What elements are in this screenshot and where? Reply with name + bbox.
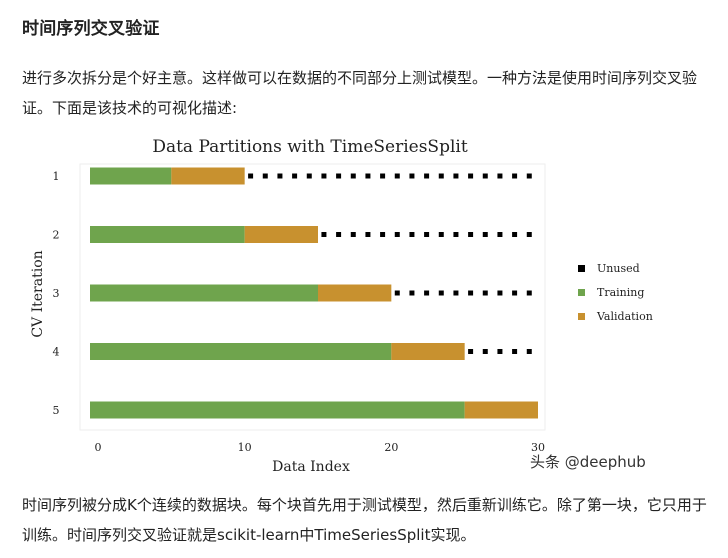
unused-marker (277, 173, 283, 179)
unused-marker (482, 173, 488, 179)
unused-marker (526, 173, 532, 179)
unused-marker (365, 232, 371, 237)
training-legend-swatch (578, 289, 585, 296)
unused-marker (424, 290, 430, 296)
unused-marker (262, 173, 268, 179)
unused-marker (512, 173, 518, 179)
unused-marker (394, 173, 400, 179)
x-tick-label: 30 (531, 441, 545, 454)
validation-bar (244, 226, 318, 243)
watermark: 头条 @deephub (530, 453, 646, 471)
unused-marker (394, 290, 400, 296)
unused-marker (468, 173, 474, 179)
unused-marker (321, 173, 327, 179)
unused-marker (468, 290, 474, 296)
unused-marker (306, 173, 312, 179)
plot-frame (79, 163, 546, 431)
y-tick-label: 3 (53, 287, 60, 300)
x-ticks-group: 0 10 20 30 (95, 441, 546, 454)
unused-marker (292, 173, 298, 179)
y-tick-label: 2 (53, 229, 60, 242)
unused-marker (482, 290, 488, 296)
unused-marker (468, 349, 474, 354)
validation-legend-label: Validation (596, 310, 653, 323)
validation-legend-swatch (578, 313, 585, 320)
unused-marker (380, 173, 386, 179)
validation-bar (318, 284, 392, 302)
x-axis-label: Data Index (272, 459, 350, 475)
unused-legend-swatch (578, 265, 585, 272)
unused-marker (409, 232, 415, 237)
unused-marker (248, 173, 254, 179)
unused-marker (438, 290, 444, 296)
unused-marker (453, 173, 459, 179)
y-tick-label: 1 (53, 170, 60, 183)
timeseries-split-chart: Data Partitions with TimeSeriesSplit 1 2 3… (30, 137, 653, 475)
unused-marker (497, 232, 503, 237)
section-heading: 时间序列交叉验证 (22, 19, 160, 39)
training-bar (90, 401, 465, 419)
unused-marker (453, 290, 459, 296)
unused-marker (438, 173, 444, 179)
unused-marker (350, 173, 356, 179)
unused-marker (526, 290, 532, 296)
unused-legend-label: Unused (597, 262, 640, 275)
training-bar (90, 343, 392, 360)
cv-figure: Data Partitions with TimeSeriesSplit 1 2 3… (0, 124, 728, 486)
unused-marker (526, 232, 532, 237)
unused-marker (526, 349, 532, 354)
unused-marker (497, 173, 503, 179)
chart-title: Data Partitions with TimeSeriesSplit (152, 137, 468, 157)
unused-marker (424, 232, 430, 237)
unused-marker (497, 290, 503, 296)
unused-marker (482, 349, 488, 354)
validation-bar (391, 343, 465, 360)
validation-bar (464, 401, 538, 419)
training-bar (90, 226, 245, 243)
unused-marker (453, 232, 459, 237)
unused-marker (321, 232, 327, 237)
unused-marker (409, 173, 415, 179)
training-bar (90, 284, 318, 302)
unused-marker (438, 232, 444, 237)
y-tick-label: 5 (53, 404, 60, 417)
unused-marker (512, 349, 518, 354)
unused-marker (394, 232, 400, 237)
legend: Unused Training Validation (578, 262, 653, 323)
validation-bar (171, 167, 245, 185)
unused-marker (380, 232, 386, 237)
unused-marker (365, 173, 371, 179)
unused-marker (424, 173, 430, 179)
training-legend-label: Training (597, 286, 644, 299)
x-tick-label: 20 (384, 441, 398, 454)
y-ticks-group: 1 2 3 4 5 (53, 170, 60, 417)
unused-marker (497, 349, 503, 354)
unused-marker (512, 232, 518, 237)
unused-marker (512, 290, 518, 296)
y-axis-label: CV Iteration (30, 250, 46, 337)
x-tick-label: 10 (238, 441, 252, 454)
bars-group (90, 167, 538, 419)
training-bar (90, 167, 172, 185)
unused-marker (336, 232, 342, 237)
unused-marker (482, 232, 488, 237)
unused-marker (409, 290, 415, 296)
intro-paragraph: 进行多次拆分是个好主意。这样做可以在数据的不同部分上测试模型。一种方法是使用时间… (22, 69, 698, 117)
unused-marker (350, 232, 356, 237)
y-tick-label: 4 (53, 346, 60, 359)
outro-paragraph: 时间序列被分成K个连续的数据块。每个块首先用于测试模型，然后重新训练它。除了第一… (22, 496, 707, 544)
unused-marker (336, 173, 342, 179)
x-tick-label: 0 (95, 441, 102, 454)
unused-marker (468, 232, 474, 237)
